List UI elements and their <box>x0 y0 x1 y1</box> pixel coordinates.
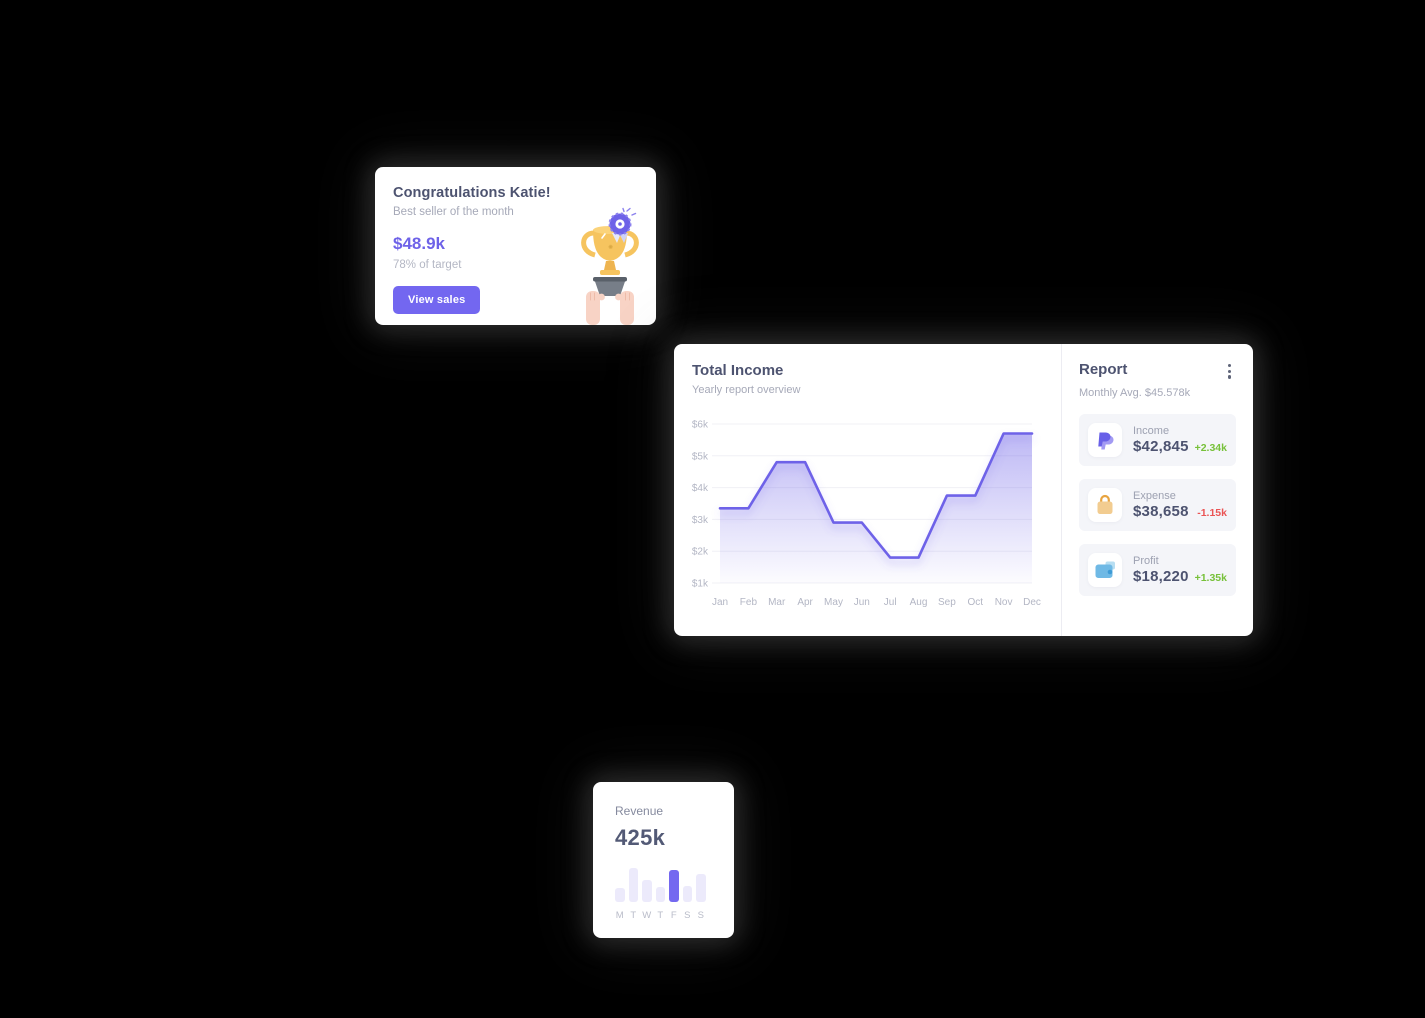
revenue-bar-s-6 <box>696 874 706 902</box>
stat-label: Profit <box>1133 554 1159 567</box>
svg-text:Oct: Oct <box>968 597 984 608</box>
report-panel: Report Monthly Avg. $45.578k Income $42,8… <box>1062 344 1253 636</box>
svg-text:Mar: Mar <box>768 597 786 608</box>
stat-change: -1.15k <box>1197 506 1227 519</box>
trophy-illustration: ✺ <box>564 207 650 325</box>
congratulations-card: Congratulations Katie! Best seller of th… <box>375 167 656 325</box>
svg-text:Jun: Jun <box>854 597 870 608</box>
svg-text:Apr: Apr <box>797 597 813 608</box>
paypal-icon <box>1088 422 1122 457</box>
revenue-title: Revenue <box>615 804 664 818</box>
report-title: Report <box>1079 361 1128 378</box>
svg-text:Dec: Dec <box>1023 597 1041 608</box>
revenue-bar-chart <box>615 868 712 902</box>
svg-text:$3k: $3k <box>692 515 709 526</box>
revenue-value: 425k <box>615 825 666 850</box>
section-divider <box>1061 344 1062 636</box>
kebab-menu-icon[interactable] <box>1223 361 1236 382</box>
revenue-bar-t-1 <box>628 868 638 902</box>
svg-text:Feb: Feb <box>740 597 758 608</box>
stat-label: Expense <box>1133 489 1176 502</box>
revenue-bar-label: T <box>630 910 637 921</box>
congrats-subtitle: Best seller of the month <box>393 206 514 218</box>
revenue-bar-label: S <box>697 910 704 921</box>
total-income-area-chart: $1k $2k $3k $4k $5k $6k Jan Feb Mar Apr May Jun Jul A… <box>692 420 1041 609</box>
total-income-title: Total Income <box>692 362 784 379</box>
total-income-subtitle: Yearly report overview <box>692 384 801 396</box>
svg-text:✺: ✺ <box>608 244 613 251</box>
svg-text:Jul: Jul <box>884 597 897 608</box>
shopping-bag-icon <box>1088 487 1122 522</box>
revenue-bar-t-3 <box>655 887 665 902</box>
stat-change: +2.34k <box>1194 441 1227 454</box>
report-item-profit[interactable]: Profit $18,220 +1.35k <box>1079 543 1236 596</box>
revenue-bar-label: W <box>642 910 652 921</box>
revenue-bar-f-4 <box>669 870 679 902</box>
congrats-amount: $48.9k <box>393 234 445 253</box>
trophy-icon: ✺ <box>581 207 639 325</box>
stat-value: $42,845 <box>1133 437 1189 455</box>
svg-text:$1k: $1k <box>692 579 709 590</box>
congrats-target: 78% of target <box>393 259 462 271</box>
revenue-bar-s-5 <box>682 886 692 902</box>
svg-text:$2k: $2k <box>692 547 709 558</box>
revenue-bar-label: M <box>615 910 624 921</box>
svg-text:Aug: Aug <box>910 597 928 608</box>
revenue-bar-m-0 <box>615 888 625 902</box>
wallet-icon <box>1088 552 1122 587</box>
svg-text:Nov: Nov <box>995 597 1013 608</box>
total-income-report-card: $1k $2k $3k $4k $5k $6k Jan Feb Mar Apr May Jun Jul A… <box>674 344 1253 636</box>
total-income-section: $1k $2k $3k $4k $5k $6k Jan Feb Mar Apr May Jun Jul A… <box>674 344 1061 636</box>
svg-text:May: May <box>824 597 843 608</box>
svg-text:$6k: $6k <box>692 420 709 431</box>
svg-text:Sep: Sep <box>938 597 956 608</box>
stat-change: +1.35k <box>1194 571 1227 584</box>
svg-text:$5k: $5k <box>692 451 709 462</box>
stat-value: $18,220 <box>1133 567 1189 585</box>
stat-label: Income <box>1133 424 1170 437</box>
svg-text:Jan: Jan <box>712 597 728 608</box>
revenue-bar-label: F <box>670 910 677 921</box>
revenue-bar-label: S <box>684 910 691 921</box>
report-subtitle: Monthly Avg. $45.578k <box>1079 386 1191 399</box>
stat-value: $38,658 <box>1133 502 1189 520</box>
revenue-bar-w-2 <box>642 880 652 902</box>
report-stats-list: Income $42,845 +2.34k Expense $38,658 -1.15k… <box>1079 413 1236 596</box>
congrats-title: Congratulations Katie! <box>393 185 551 201</box>
report-item-expense[interactable]: Expense $38,658 -1.15k <box>1079 478 1236 531</box>
report-item-income[interactable]: Income $42,845 +2.34k <box>1079 413 1236 466</box>
view-sales-button[interactable]: View sales <box>393 286 481 314</box>
revenue-bar-label: T <box>657 910 664 921</box>
svg-text:$4k: $4k <box>692 483 709 494</box>
